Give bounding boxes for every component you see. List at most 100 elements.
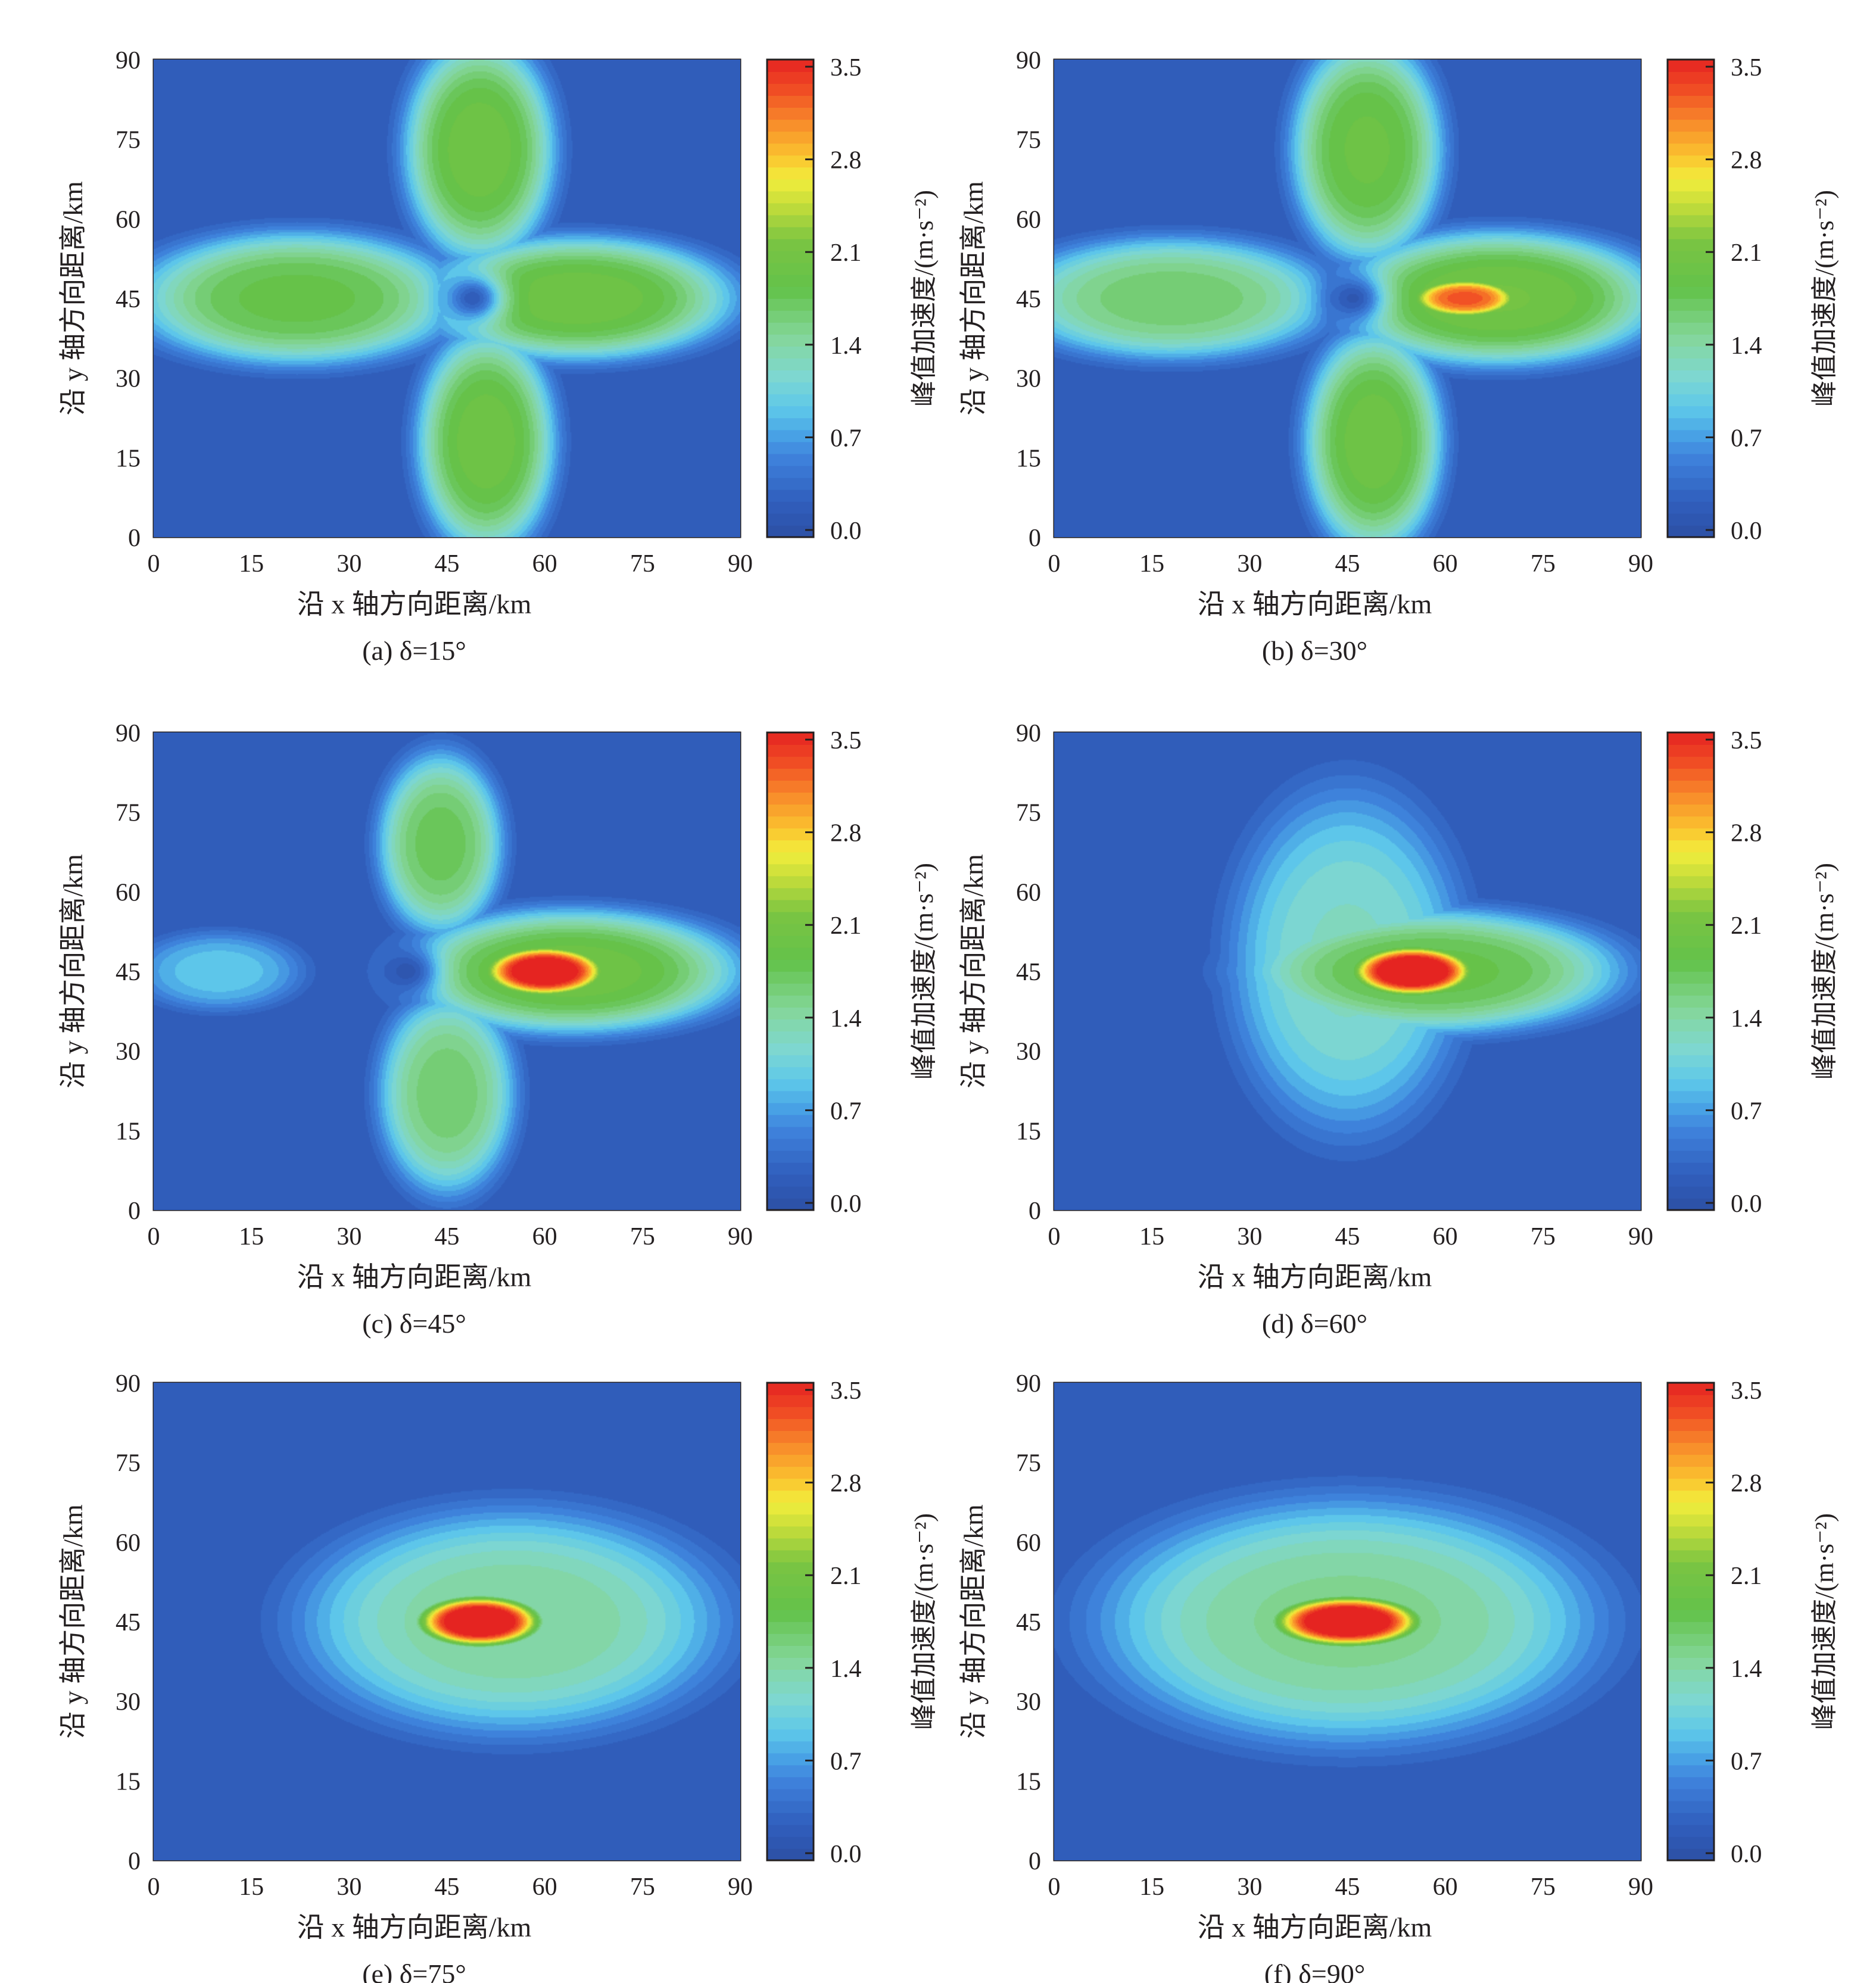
y-tick-label: 45 [1016,1609,1041,1636]
colorbar-band [1668,525,1714,538]
x-tick-label: 45 [1335,550,1360,578]
panel-caption: (f) δ=90° [1264,1959,1365,1983]
colorbar-band [767,155,814,168]
x-tick-label: 0 [1048,1873,1061,1901]
y-tick-label: 75 [116,800,141,827]
colorbar-band [767,875,814,888]
colorbar-band [1668,995,1714,1008]
colorbar-band [767,60,814,72]
y-tick-label: 30 [116,1039,141,1066]
colorbar-band [1668,1395,1714,1407]
y-tick-label: 15 [1016,1118,1041,1145]
y-tick-label: 60 [116,1529,141,1557]
colorbar-band [767,1573,814,1586]
colorbar-band [1668,1538,1714,1551]
y-tick-label: 45 [116,959,141,986]
colorbar-band [1668,780,1714,793]
x-tick-label: 75 [1531,1223,1556,1251]
colorbar-tick-label: 0.0 [1731,1841,1762,1868]
colorbar-band [767,1478,814,1491]
colorbar-band [1668,441,1714,454]
colorbar-band [1668,852,1714,865]
colorbar-band [767,828,814,841]
colorbar-band [1668,959,1714,972]
heatmap-field-f [1054,1383,1641,1860]
colorbar-band [767,370,814,383]
colorbar-tick-label: 3.5 [830,54,862,82]
x-tick-label: 90 [1628,550,1653,578]
colorbar-band [767,489,814,502]
y-tick-label: 45 [1016,286,1041,313]
colorbar-band [1668,214,1714,227]
y-axis-title: 沿 y 轴方向距离/km [958,181,989,416]
x-tick-label: 0 [1048,550,1061,578]
colorbar-band [1668,1430,1714,1443]
colorbar-band [1668,1090,1714,1103]
colorbar-frame [766,1382,815,1862]
y-axis-title: 沿 y 轴方向距离/km [958,854,989,1089]
colorbar-label: 峰值加速度/(m·s⁻²) [909,190,939,407]
colorbar-band [767,1764,814,1778]
colorbar-band [767,852,814,865]
colorbar-band [1668,1753,1714,1766]
colorbar-tick-label: 2.8 [1731,147,1762,174]
panel-d: 0 15 30 45 60 75 90 0 15 30 45 60 75 90 沿 x 轴方向距离/km 沿 … [958,720,1839,1339]
colorbar-band [1668,1126,1714,1139]
colorbar-band [1668,202,1714,216]
x-tick-label: 90 [1628,1873,1653,1901]
colorbar-band [1668,1019,1714,1032]
colorbar-band [767,1502,814,1515]
colorbar-tick-label: 2.8 [830,1470,862,1498]
colorbar-band [1668,1622,1714,1634]
colorbar-band [767,262,814,275]
heatmap-field-e [154,1383,740,1860]
x-tick-label: 15 [1139,1873,1164,1901]
colorbar-band [767,971,814,984]
colorbar-band [767,1078,814,1092]
colorbar-band [1668,1055,1714,1068]
colorbar-band [1668,262,1714,275]
colorbar-band [767,1800,814,1813]
colorbar-band [1668,804,1714,817]
colorbar-band [767,911,814,924]
panel-f: 0 15 30 45 60 75 90 0 15 30 45 60 75 90 沿 x 轴方向距离/km 沿 … [958,1370,1839,1983]
colorbar-band [1668,1102,1714,1115]
colorbar-band [767,1395,814,1407]
colorbar-band [1668,1669,1714,1682]
colorbar-band [767,71,814,84]
colorbar-band [767,465,814,478]
colorbar-band [767,1150,814,1163]
colorbar-band [767,131,814,144]
y-tick-label: 30 [116,1689,141,1716]
y-axis-title: 沿 y 轴方向距离/km [58,1504,88,1739]
x-tick-label: 0 [1048,1223,1061,1251]
colorbar-band [767,417,814,431]
colorbar-band [1668,875,1714,888]
colorbar-band [767,179,814,192]
colorbar-band [767,1407,814,1419]
colorbar-frame [766,731,815,1211]
y-tick-label: 75 [1016,1450,1041,1477]
colorbar-band [1668,334,1714,347]
colorbar-band [1668,1585,1714,1598]
colorbar-tick-label: 1.4 [830,1655,862,1683]
colorbar-tick-label: 1.4 [1731,1005,1762,1033]
x-tick-label: 75 [630,550,655,578]
colorbar-tick-label: 1.4 [830,332,862,360]
colorbar-band [1668,1514,1714,1527]
y-tick-label: 0 [1029,525,1041,552]
colorbar-band [767,1102,814,1115]
x-tick-label: 30 [336,1873,362,1901]
colorbar-tick-label: 2.8 [830,147,862,174]
y-tick-label: 60 [1016,879,1041,906]
colorbar-band [767,167,814,180]
colorbar-band [1668,923,1714,936]
colorbar-band [767,119,814,132]
panel-a: 0 15 30 45 60 75 90 0 15 30 45 60 75 90 沿 x 轴方向距离/km 沿 … [58,47,939,666]
colorbar-band [1668,1812,1714,1825]
colorbar-band [1668,732,1714,745]
colorbar-tick-label: 0.7 [830,1097,862,1125]
colorbar-band [1668,1633,1714,1646]
colorbar-band [767,107,814,120]
colorbar-band [767,250,814,263]
